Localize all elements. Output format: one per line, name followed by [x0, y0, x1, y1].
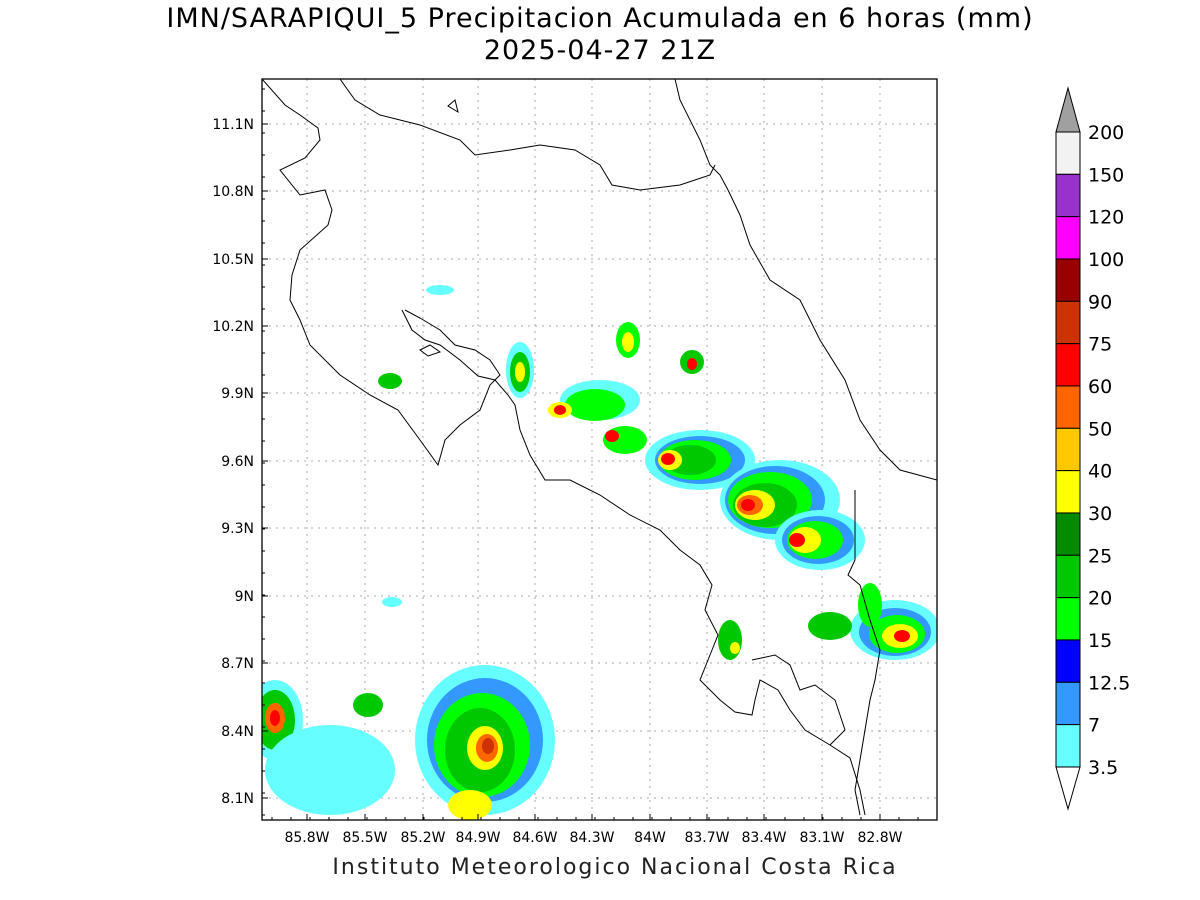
colorbar-label: 100	[1088, 249, 1124, 271]
tick-label-lat: 10.8N	[212, 184, 254, 200]
map-plot-area: 85.8W 85.5W 85.2W 84.9W 84.6W 84.3W 84W 83.7W 83…	[212, 78, 938, 846]
colorbar-swatch	[1055, 173, 1081, 218]
tick-label-lat: 10.2N	[212, 319, 254, 335]
colorbar-swatch	[1055, 258, 1081, 302]
colorbar-swatch	[1055, 470, 1081, 514]
colorbar-swatch	[1055, 427, 1081, 472]
tick-label-lon: 84.6W	[512, 830, 557, 846]
coastline-borders	[262, 79, 937, 816]
tick-label-lat: 8.7N	[221, 656, 254, 672]
precip-cell-caribbean-band	[645, 430, 755, 490]
tick-label-lon: 85.2W	[400, 830, 445, 846]
precip-cell-northcentral	[506, 322, 704, 454]
colorbar-label: 75	[1088, 334, 1112, 356]
colorbar-label: 90	[1088, 291, 1112, 313]
colorbar-swatch	[1055, 597, 1081, 641]
island-nicoya	[419, 344, 442, 357]
colorbar-labels: 200 150 120 100 90 75 60 50 40 30 25 20 15 12.5 7 3.5	[1088, 122, 1130, 779]
colorbar-swatch	[1055, 131, 1081, 175]
tick-label-lon: 85.5W	[342, 830, 387, 846]
tick-label-lat: 10.5N	[212, 252, 254, 268]
tick-label-lat: 8.4N	[221, 724, 254, 740]
colorbar: 200 150 120 100 90 75 60 50 40 30 25 20 15 12.5 7 3.5	[1055, 86, 1130, 811]
tick-label-lat: 8.1N	[221, 791, 254, 807]
colorbar-arrow-top	[1055, 86, 1081, 133]
tick-label-lon: 83.4W	[741, 830, 786, 846]
tick-label-lon: 82.8W	[857, 830, 902, 846]
colorbar-swatch	[1055, 343, 1081, 387]
colorbar-label: 50	[1088, 418, 1112, 440]
footer-credit: Instituto Meteorologico Nacional Costa R…	[332, 855, 898, 880]
nicaragua-costa-rica-coast	[262, 79, 501, 467]
tick-label-lat: 11.1N	[212, 117, 254, 133]
colorbar-label: 60	[1088, 376, 1112, 398]
axis-ticks: 85.8W 85.5W 85.2W 84.9W 84.6W 84.3W 84W 83.7W 83…	[212, 88, 919, 846]
tick-label-lat: 9.6N	[221, 454, 254, 470]
colorbar-label: 150	[1088, 164, 1124, 186]
tick-label-lon: 83.1W	[799, 830, 844, 846]
tick-label-lon: 83.7W	[684, 830, 729, 846]
colorbar-arrow-bottom	[1055, 766, 1081, 811]
precip-cell-small	[378, 285, 882, 660]
tick-label-lat: 9.9N	[221, 386, 254, 402]
tick-label-lon: 85.8W	[284, 830, 329, 846]
colorbar-label: 30	[1088, 503, 1112, 525]
island-north	[447, 99, 459, 114]
colorbar-label: 25	[1088, 545, 1112, 567]
tick-label-lat: 9.3N	[221, 521, 254, 537]
colorbar-swatch	[1055, 554, 1081, 599]
colorbar-label: 20	[1088, 588, 1112, 610]
colorbar-label: 15	[1088, 630, 1112, 652]
map-subtitle-datetime: 2025-04-27 21Z	[483, 35, 717, 66]
colorbar-swatch	[1055, 681, 1081, 726]
colorbar-label: 3.5	[1088, 757, 1118, 779]
colorbar-swatch	[1055, 512, 1081, 556]
colorbar-label: 40	[1088, 461, 1112, 483]
colorbar-label: 200	[1088, 122, 1124, 144]
colorbar-label: 120	[1088, 207, 1124, 229]
lake-nicaragua	[339, 79, 716, 191]
nicoya-gulf-coast	[401, 309, 866, 816]
colorbar-label: 7	[1088, 715, 1100, 737]
osa-peninsula	[751, 654, 846, 746]
precip-cell-central	[720, 460, 840, 540]
map-title: IMN/SARAPIQUI_5 Precipitacion Acumulada …	[166, 3, 1034, 34]
precip-cell-southwest	[262, 680, 395, 815]
panama-border	[847, 490, 881, 816]
tick-label-lon: 84.3W	[569, 830, 614, 846]
colorbar-swatch	[1055, 300, 1081, 345]
colorbar-swatch	[1055, 216, 1081, 260]
colorbar-swatches	[1055, 86, 1081, 811]
colorbar-swatch	[1055, 385, 1081, 429]
precip-cell-osa	[415, 665, 555, 820]
map-frame	[261, 78, 938, 821]
colorbar-swatch	[1055, 639, 1081, 683]
colorbar-label: 12.5	[1088, 672, 1130, 694]
tick-label-lon: 84W	[634, 830, 666, 846]
caribbean-coast	[674, 79, 937, 481]
colorbar-swatch	[1055, 724, 1081, 768]
precipitation-field	[262, 285, 937, 820]
tick-label-lon: 84.9W	[455, 830, 500, 846]
precip-cell-southeast	[775, 510, 865, 570]
tick-label-lat: 9N	[235, 589, 254, 605]
